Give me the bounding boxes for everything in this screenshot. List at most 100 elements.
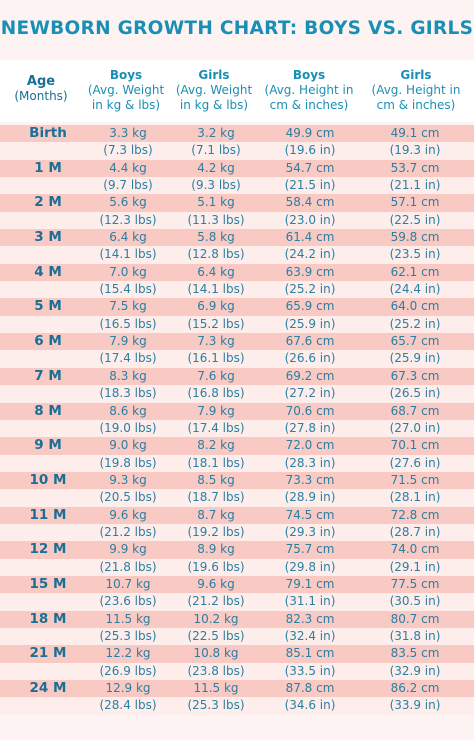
boys-weight-lbs: (18.3 lbs): [99, 386, 157, 401]
girls-height-cm: 86.2 cm: [390, 681, 440, 695]
boys-height-cm: 58.4 cm: [285, 195, 335, 210]
boys-height-cm: 75.7 cm: [285, 542, 335, 557]
boys-height-in: (25.2 in): [284, 282, 336, 297]
boys-height-cm: 79.1 cm: [285, 576, 335, 591]
age-cell: 24 M: [29, 680, 67, 696]
boys-height-cm: 87.8 cm: [285, 681, 335, 695]
girls-weight-lbs: (7.1 lbs): [191, 143, 241, 158]
table-row-imperial: (9.7 lbs) (9.3 lbs) (21.5 in) (21.1 in): [0, 177, 474, 195]
table-row-imperial: (18.3 lbs) (16.8 lbs) (27.2 in) (26.5 in): [0, 385, 474, 403]
boys-weight-lbs: (25.3 lbs): [99, 628, 157, 643]
header-girls-weight: Girls (Avg. Weight in kg & lbs): [164, 68, 264, 113]
boys-weight-kg: 12.9 kg: [105, 681, 151, 695]
table-row: 15 M 10.7 kg 9.6 kg 79.1 cm 77.5 cm: [0, 575, 474, 594]
page-title: NEWBORN GROWTH CHART: BOYS VS. GIRLS: [0, 18, 474, 39]
header-boys-weight-sub2: in kg & lbs): [91, 98, 161, 112]
boys-weight-kg: 10.7 kg: [105, 576, 151, 591]
table-row-imperial: (26.9 lbs) (23.8 lbs) (33.5 in) (32.9 in): [0, 662, 474, 680]
boys-weight-kg: 7.9 kg: [109, 334, 147, 349]
header-age-label: Age: [26, 74, 56, 89]
table-row: 24 M 12.9 kg 11.5 kg 87.8 cm 86.2 cm: [0, 680, 474, 698]
girls-height-in: (27.6 in): [389, 455, 441, 470]
age-cell: 1 M: [34, 159, 62, 176]
girls-weight-lbs: (15.2 lbs): [187, 316, 245, 331]
girls-height-cm: 62.1 cm: [390, 264, 440, 279]
girls-weight-kg: 6.9 kg: [197, 299, 235, 314]
girls-weight-lbs: (16.8 lbs): [187, 386, 245, 401]
boys-weight-lbs: (26.9 lbs): [99, 663, 157, 678]
boys-weight-kg: 8.6 kg: [109, 403, 147, 418]
table-row-imperial: (12.3 lbs) (11.3 lbs) (23.0 in) (22.5 in): [0, 211, 474, 230]
girls-height-cm: 77.5 cm: [390, 576, 440, 591]
boys-height-in: (23.0 in): [284, 212, 336, 227]
girls-weight-kg: 4.2 kg: [197, 160, 235, 175]
boys-height-in: (19.6 in): [284, 143, 336, 158]
header-girls-weight-sub1: (Avg. Weight: [175, 83, 253, 97]
boys-height-in: (34.6 in): [284, 698, 336, 713]
boys-height-in: (21.5 in): [284, 178, 336, 193]
table-row-imperial: (16.5 lbs) (15.2 lbs) (25.9 in) (25.2 in): [0, 315, 474, 334]
girls-height-cm: 53.7 cm: [390, 160, 440, 175]
boys-weight-lbs: (19.8 lbs): [99, 455, 157, 470]
header-girls-weight-sub2: in kg & lbs): [179, 98, 249, 112]
girls-height-cm: 59.8 cm: [390, 230, 440, 245]
header-girls-height-sub1: (Avg. Height in: [371, 83, 461, 97]
girls-height-cm: 57.1 cm: [390, 195, 440, 210]
boys-height-in: (28.3 in): [284, 455, 336, 470]
age-cell: 10 M: [29, 471, 67, 488]
boys-height-in: (29.8 in): [284, 559, 336, 574]
boys-weight-kg: 7.5 kg: [109, 299, 147, 314]
table-row: 4 M 7.0 kg 6.4 kg 63.9 cm 62.1 cm: [0, 263, 474, 282]
girls-weight-kg: 8.9 kg: [197, 542, 235, 557]
boys-height-in: (25.9 in): [284, 316, 336, 331]
boys-weight-kg: 9.6 kg: [109, 507, 147, 522]
girls-weight-lbs: (18.7 lbs): [187, 490, 245, 505]
girls-weight-lbs: (23.8 lbs): [187, 663, 245, 678]
girls-weight-kg: 11.5 kg: [193, 681, 239, 695]
girls-weight-lbs: (12.8 lbs): [187, 247, 245, 262]
table-row-imperial: (19.8 lbs) (18.1 lbs) (28.3 in) (27.6 in): [0, 454, 474, 472]
girls-height-in: (29.1 in): [389, 559, 441, 574]
boys-weight-lbs: (9.7 lbs): [103, 178, 153, 193]
table-row-imperial: (14.1 lbs) (12.8 lbs) (24.2 in) (23.5 in): [0, 246, 474, 264]
girls-weight-lbs: (11.3 lbs): [187, 212, 245, 227]
girls-weight-lbs: (19.6 lbs): [187, 559, 245, 574]
boys-weight-kg: 7.0 kg: [109, 264, 147, 279]
boys-height-in: (27.8 in): [284, 420, 336, 435]
age-cell: 7 M: [34, 367, 62, 384]
header-age-sub: (Months): [14, 89, 68, 103]
girls-height-cm: 74.0 cm: [390, 542, 440, 557]
table-row-imperial: (15.4 lbs) (14.1 lbs) (25.2 in) (24.4 in): [0, 281, 474, 299]
age-cell: 9 M: [34, 437, 62, 454]
age-cell: 11 M: [29, 506, 67, 523]
boys-height-cm: 74.5 cm: [285, 507, 335, 522]
girls-height-in: (28.7 in): [389, 524, 441, 539]
header-girls-height-label: Girls: [400, 68, 432, 82]
boys-height-cm: 67.6 cm: [285, 334, 335, 349]
age-cell: 6 M: [34, 333, 62, 350]
girls-weight-lbs: (17.4 lbs): [187, 420, 245, 435]
header-boys-height-label: Boys: [292, 68, 326, 82]
girls-height-cm: 72.8 cm: [390, 507, 440, 522]
table-row: 10 M 9.3 kg 8.5 kg 73.3 cm 71.5 cm: [0, 471, 474, 490]
table-row: 2 M 5.6 kg 5.1 kg 58.4 cm 57.1 cm: [0, 194, 474, 212]
boys-weight-lbs: (14.1 lbs): [99, 247, 157, 262]
girls-weight-lbs: (21.2 lbs): [187, 594, 245, 609]
girls-weight-lbs: (19.2 lbs): [187, 524, 245, 539]
boys-weight-lbs: (20.5 lbs): [99, 490, 157, 505]
header-boys-weight-label: Boys: [109, 68, 143, 82]
girls-height-in: (19.3 in): [389, 143, 441, 158]
girls-weight-lbs: (22.5 lbs): [187, 628, 245, 643]
girls-weight-kg: 5.1 kg: [197, 195, 235, 210]
age-cell: 18 M: [29, 610, 67, 627]
boys-weight-kg: 3.3 kg: [109, 126, 147, 140]
boys-weight-kg: 4.4 kg: [109, 160, 147, 175]
boys-height-in: (27.2 in): [284, 386, 336, 401]
boys-weight-kg: 12.2 kg: [105, 646, 151, 661]
girls-height-in: (32.9 in): [389, 663, 441, 678]
header-boys-weight-sub1: (Avg. Weight: [87, 83, 165, 97]
boys-weight-lbs: (16.5 lbs): [99, 316, 157, 331]
boys-weight-lbs: (23.6 lbs): [99, 594, 157, 609]
boys-height-cm: 85.1 cm: [285, 646, 335, 661]
boys-weight-kg: 5.6 kg: [109, 195, 147, 210]
